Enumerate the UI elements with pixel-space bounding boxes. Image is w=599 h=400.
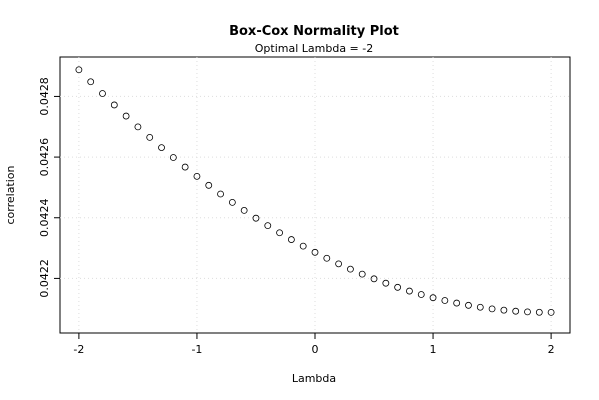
data-point	[99, 90, 106, 97]
data-point	[335, 260, 343, 268]
data-point	[382, 279, 390, 287]
data-point	[299, 242, 307, 250]
data-point	[122, 112, 130, 120]
data-point	[240, 207, 248, 214]
x-axis-label: Lambda	[292, 372, 336, 385]
data-point	[500, 306, 508, 314]
data-point	[276, 229, 283, 237]
y-axis-label: correlation	[4, 165, 17, 224]
data-point	[158, 144, 165, 151]
x-tick-label: 1	[430, 343, 437, 356]
data-point	[406, 287, 413, 295]
data-point	[465, 301, 472, 309]
y-tick-label: 0.0422	[38, 259, 51, 298]
data-point	[134, 123, 142, 131]
data-point	[370, 275, 378, 283]
plot-frame	[59, 56, 571, 334]
data-point	[347, 265, 354, 273]
data-point	[417, 291, 425, 298]
x-tick-label: 2	[548, 343, 555, 356]
x-tick-label: -2	[73, 343, 84, 356]
data-point	[110, 101, 118, 109]
data-point	[323, 254, 331, 262]
data-point	[181, 163, 189, 171]
data-point	[264, 222, 272, 230]
data-point	[441, 297, 449, 304]
data-point	[228, 198, 236, 206]
data-point	[193, 172, 201, 180]
data-point	[217, 190, 224, 198]
data-point	[535, 308, 543, 316]
data-point	[476, 303, 484, 311]
chart-title: Box-Cox Normality Plot	[229, 24, 399, 39]
data-point	[453, 299, 461, 307]
y-tick-label: 0.0426	[38, 138, 51, 177]
y-tick-label: 0.0428	[38, 77, 51, 116]
data-point	[75, 66, 83, 74]
data-point	[488, 305, 496, 313]
data-point	[146, 133, 154, 141]
data-point	[512, 307, 520, 315]
y-tick-label: 0.0424	[38, 198, 51, 237]
data-point	[287, 236, 295, 243]
data-point	[547, 308, 555, 316]
data-point	[252, 214, 260, 222]
data-point	[429, 294, 437, 302]
data-point	[205, 181, 213, 189]
data-point	[87, 78, 95, 86]
data-point	[169, 154, 177, 161]
x-tick-label: 0	[312, 343, 319, 356]
x-tick-label: -1	[191, 343, 202, 356]
data-point	[524, 308, 531, 316]
data-point	[358, 270, 366, 278]
data-point	[311, 248, 319, 256]
chart-subtitle: Optimal Lambda = -2	[255, 42, 374, 55]
data-point	[394, 283, 402, 291]
